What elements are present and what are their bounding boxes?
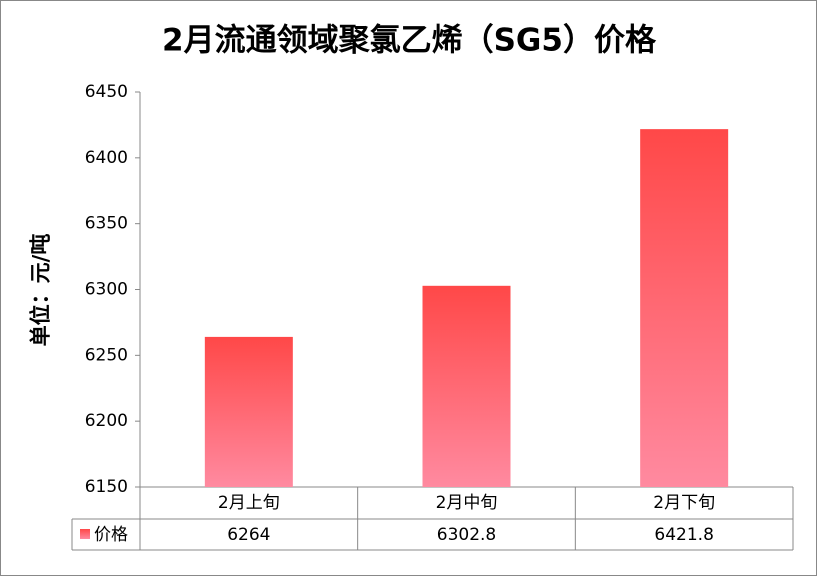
table-value: 6302.8: [437, 525, 496, 545]
bar: [204, 336, 293, 487]
legend-label: 价格: [94, 525, 128, 545]
y-tick-label: 6150: [85, 477, 128, 497]
chart-title: 2月流通领域聚氯乙烯（SG5）价格: [162, 23, 657, 59]
y-tick-label: 6400: [85, 148, 128, 168]
table-value: 6421.8: [654, 525, 713, 545]
y-tick-label: 6350: [85, 214, 128, 234]
legend-swatch: [80, 529, 90, 539]
table-value: 6264: [227, 525, 270, 545]
y-tick-label: 6200: [85, 411, 128, 431]
y-axis-label: 单位：元/吨: [28, 234, 53, 347]
x-tick-label: 2月下旬: [653, 493, 715, 513]
y-tick-label: 6250: [85, 345, 128, 365]
y-tick-label: 6300: [85, 280, 128, 300]
bar: [422, 285, 511, 487]
bar: [640, 129, 729, 487]
x-tick-label: 2月上旬: [218, 493, 280, 513]
y-tick-label: 6450: [85, 82, 128, 102]
x-tick-label: 2月中旬: [436, 493, 498, 513]
